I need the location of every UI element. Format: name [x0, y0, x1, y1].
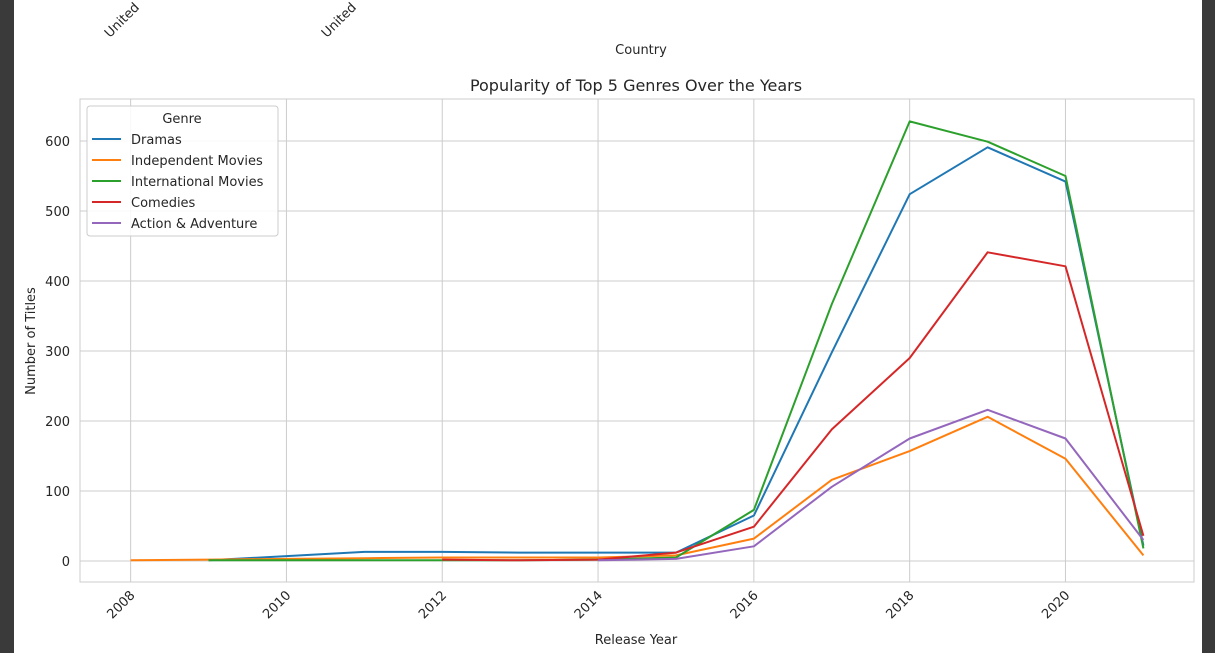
previous-x-axis-title: Country	[615, 43, 667, 58]
y-tick-label: 400	[45, 275, 70, 290]
series-lines	[130, 120, 1145, 562]
x-tick-label: 2018	[883, 588, 917, 622]
y-tick-label: 100	[45, 485, 70, 500]
legend-label: Independent Movies	[131, 154, 263, 169]
x-tick-label: 2010	[260, 588, 294, 622]
legend-items: Dramas Independent Movies International Mo…	[92, 133, 264, 232]
previous-tick-label: United	[319, 0, 360, 41]
legend-label: International Movies	[131, 175, 264, 190]
y-tick-label: 0	[62, 555, 70, 570]
plot-area-border	[79, 98, 1195, 583]
legend-label: Comedies	[131, 196, 196, 211]
previous-chart-fragment: United United Country	[102, 0, 667, 58]
y-axis-title: Number of Titles	[24, 287, 39, 395]
x-tick-label: 2008	[104, 588, 138, 622]
y-tick-label: 500	[45, 205, 70, 220]
x-tick-label: 2012	[416, 588, 450, 622]
x-tick-label: 2014	[572, 588, 606, 622]
x-tick-label: 2016	[728, 588, 762, 622]
legend: Genre Dramas Independent Movies Internatio…	[86, 105, 279, 237]
previous-tick-label: United	[102, 0, 143, 41]
legend-label: Action & Adventure	[131, 217, 257, 232]
chart-svg: United United Country Popularity of Top …	[24, 0, 1195, 648]
x-axis-title: Release Year	[595, 633, 678, 648]
y-tick-label: 200	[45, 415, 70, 430]
series-line	[208, 120, 1145, 562]
x-axis-ticks: 2008 2010 2012 2014 2016 2018 2020	[104, 588, 1073, 622]
series-line	[597, 408, 1145, 562]
series-line	[442, 251, 1145, 562]
series-line	[208, 146, 1145, 562]
legend-box	[86, 105, 279, 237]
series-line	[130, 415, 1145, 562]
chart-title: Popularity of Top 5 Genres Over the Year…	[470, 76, 802, 95]
figure-page: United United Country Popularity of Top …	[14, 0, 1202, 653]
x-tick-label: 2020	[1039, 588, 1073, 622]
legend-title: Genre	[162, 112, 201, 127]
y-tick-label: 300	[45, 345, 70, 360]
y-axis-ticks: 0 100 200 300 400 500 600	[45, 135, 70, 570]
legend-label: Dramas	[131, 133, 182, 148]
y-tick-label: 600	[45, 135, 70, 150]
